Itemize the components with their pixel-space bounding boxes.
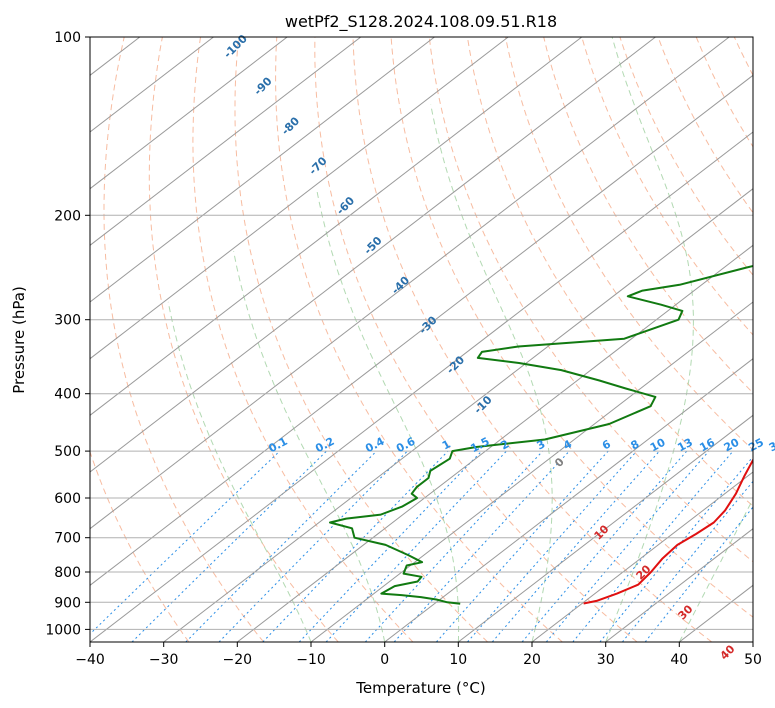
series-layer [329,264,753,605]
y-tick-label: 900 [54,595,81,611]
x-tick-label: −30 [149,652,179,668]
dry-adiabat [505,37,753,451]
y-tick-label: 400 [54,387,81,403]
mixing-ratio-line [262,450,449,642]
mixing-ratio-line [185,450,377,642]
x-tick-label: −10 [296,652,326,668]
y-tick-label: 200 [54,208,81,224]
y-tick-label: 500 [54,444,81,460]
moist-adiabat [316,188,460,642]
isotherm [310,301,753,642]
isotherm [531,471,753,642]
y-tick-label: 700 [54,531,81,547]
mixing-ratio-label: 10 [648,436,668,455]
mixing-ratio-label: 13 [675,436,695,455]
mixing-ratio-line [521,450,688,642]
dry-adiabat [581,37,753,336]
isotherm [163,188,753,642]
y-tick-label: 1000 [45,622,81,638]
dry-adiabat [234,37,488,642]
y-tick-label: 100 [54,30,81,46]
isotherm [90,131,753,642]
dry-adiabat [314,37,638,642]
moist-adiabat [167,301,312,642]
dry-adiabat [543,37,753,394]
dry-adiabat [192,37,414,642]
isotherm [90,37,656,473]
x-tick-label: 50 [744,652,762,668]
mixing-ratio-line [436,450,609,642]
isotherm [90,37,288,190]
dry-adiabat [148,37,339,642]
mixing-ratio-label: 25 [746,436,766,455]
isotherm [90,37,583,416]
x-tick-label: −20 [223,652,253,668]
x-axis-title: Temperature (°C) [355,679,485,697]
isotherm [90,37,362,246]
mixing-ratio-line [364,450,544,642]
plot-background [90,37,753,642]
x-tick-label: 40 [670,652,688,668]
isotherm [752,641,753,642]
y-tick-label: 300 [54,313,81,329]
x-axis: −40 −30 −20 −10 0 10 20 30 40 50 [75,642,762,668]
isotherm [457,414,753,642]
mixing-ratio-line [491,450,660,642]
mixing-ratio-line [545,450,710,642]
mixing-ratio-line [599,456,753,642]
mixing-ratio-label: 20 [722,436,742,455]
mixing-ratio-line [572,450,734,642]
x-tick-label: 10 [449,652,467,668]
x-tick-label: −40 [75,652,105,668]
isotherm [90,37,730,530]
moist-adiabat [430,104,553,642]
isotherm [384,358,753,642]
x-tick-label: 0 [380,652,389,668]
adiabat-label: 40 [718,642,738,662]
dry-adiabat [390,37,753,618]
chart-title: wetPf2_S128.2024.108.09.51.R18 [285,12,557,32]
mixing-ratio-line [622,480,753,642]
dewpoint-line [329,264,753,605]
x-tick-label: 20 [523,652,541,668]
x-tick-label: 30 [597,652,615,668]
y-tick-label: 800 [54,565,81,581]
mixing-ratio-label: 16 [697,436,717,455]
plot-frame [89,36,754,643]
isotherm [90,37,435,303]
y-axis-title: Pressure (hPa) [10,286,28,394]
isotherm [90,74,753,586]
temperature-line [583,457,753,605]
isotherm [605,528,753,642]
dry-adiabat [90,450,190,642]
dry-adiabat [103,37,264,642]
mixing-ratio-line [467,450,638,642]
mixing-ratio-label: 30 [767,436,775,455]
y-tick-label: 600 [54,491,81,507]
moist-adiabat [233,251,386,642]
isotherm [90,37,509,360]
y-axis: 1000 900 800 700 600 500 400 300 200 100 [45,30,90,638]
